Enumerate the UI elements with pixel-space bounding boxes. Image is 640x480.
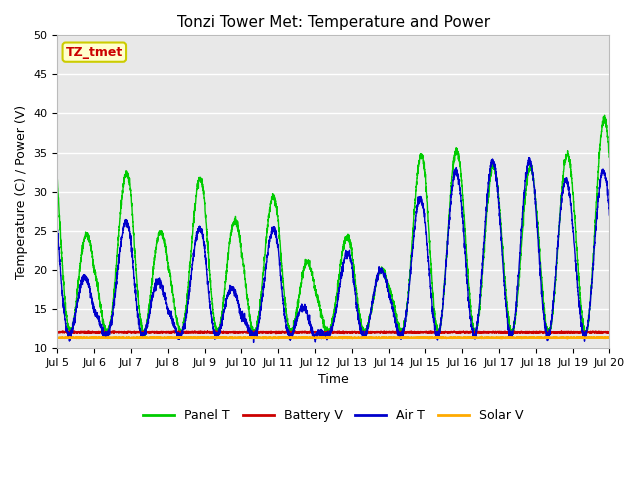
Text: TZ_tmet: TZ_tmet: [66, 46, 123, 59]
Air T: [153, 279, 161, 285]
Air T: [427, 285, 435, 290]
Panel T: [601, 112, 609, 118]
Panel T: [54, 177, 61, 183]
Solar V: [54, 335, 61, 341]
Battery V: [489, 329, 497, 335]
Line: Panel T: Panel T: [58, 115, 609, 338]
Solar V: [478, 334, 486, 339]
Panel T: [313, 291, 321, 297]
Line: Air T: Air T: [58, 158, 609, 342]
Panel T: [605, 154, 613, 159]
Title: Tonzi Tower Met: Temperature and Power: Tonzi Tower Met: Temperature and Power: [177, 15, 490, 30]
Panel T: [458, 171, 465, 177]
Air T: [54, 228, 61, 234]
Air T: [489, 156, 497, 162]
Battery V: [605, 330, 612, 336]
Air T: [458, 198, 465, 204]
Solar V: [457, 335, 465, 341]
Solar V: [605, 335, 612, 340]
Panel T: [427, 256, 435, 262]
Panel T: [605, 149, 612, 155]
Battery V: [272, 331, 280, 336]
Air T: [250, 339, 257, 345]
Battery V: [54, 330, 61, 336]
Air T: [313, 332, 321, 338]
Battery V: [605, 329, 613, 335]
Solar V: [563, 336, 571, 342]
Air T: [605, 204, 612, 210]
Line: Solar V: Solar V: [58, 336, 609, 339]
Line: Battery V: Battery V: [58, 331, 609, 334]
Panel T: [153, 241, 161, 247]
Y-axis label: Temperature (C) / Power (V): Temperature (C) / Power (V): [15, 105, 28, 278]
Air T: [605, 213, 613, 218]
X-axis label: Time: Time: [318, 373, 349, 386]
Battery V: [427, 329, 435, 335]
Air T: [525, 155, 532, 161]
Panel T: [489, 161, 497, 167]
Legend: Panel T, Battery V, Air T, Solar V: Panel T, Battery V, Air T, Solar V: [138, 404, 529, 427]
Solar V: [153, 335, 161, 341]
Solar V: [489, 335, 497, 340]
Panel T: [102, 335, 110, 341]
Solar V: [313, 335, 321, 340]
Solar V: [427, 335, 435, 340]
Battery V: [458, 329, 465, 335]
Battery V: [313, 329, 321, 335]
Battery V: [153, 330, 161, 336]
Solar V: [605, 335, 613, 340]
Battery V: [70, 328, 77, 334]
